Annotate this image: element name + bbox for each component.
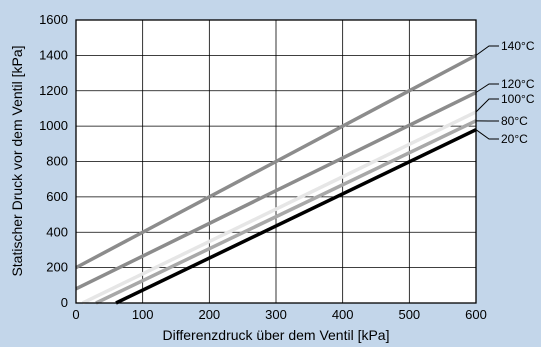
plot-frame <box>75 19 477 304</box>
series-label: 80°C <box>501 114 528 128</box>
x-tick-label: 600 <box>465 307 487 322</box>
y-tick-label: 600 <box>46 189 68 204</box>
x-tick-labels: 0 100 200 300 400 500 600 <box>72 307 486 322</box>
series-line <box>81 110 477 305</box>
series-line <box>75 53 477 270</box>
x-tick-label: 400 <box>332 307 354 322</box>
series-lines <box>75 53 477 305</box>
y-tick-label: 200 <box>46 260 68 275</box>
x-axis-label: Differenzdruck über dem Ventil [kPa] <box>163 327 390 343</box>
y-tick-labels: 0 200 400 600 800 1000 1200 1400 1600 <box>39 12 68 310</box>
series-leader-line <box>475 98 499 113</box>
series-leader-line <box>475 45 499 56</box>
y-axis-label: Statischer Druck vor dem Ventil [kPa] <box>9 45 25 276</box>
series-label: 20°C <box>501 132 528 146</box>
series-leader-line <box>475 83 499 93</box>
y-tick-label: 1600 <box>39 12 68 27</box>
series-leader-line <box>475 129 499 140</box>
series-label: 100°C <box>501 92 535 106</box>
series-label: 140°C <box>501 39 535 53</box>
y-tick-label: 1400 <box>39 47 68 62</box>
y-tick-label: 1000 <box>39 118 68 133</box>
y-tick-label: 0 <box>61 295 68 310</box>
series-label: 120°C <box>501 77 535 91</box>
x-tick-label: 300 <box>265 307 287 322</box>
x-tick-label: 0 <box>72 307 79 322</box>
x-tick-label: 100 <box>132 307 154 322</box>
series-line <box>115 128 477 305</box>
y-tick-label: 1200 <box>39 83 68 98</box>
y-tick-label: 800 <box>46 154 68 169</box>
y-tick-label: 400 <box>46 224 68 239</box>
x-tick-label: 500 <box>398 307 420 322</box>
series-line <box>95 119 477 305</box>
x-tick-label: 200 <box>198 307 220 322</box>
series-line <box>75 90 477 291</box>
